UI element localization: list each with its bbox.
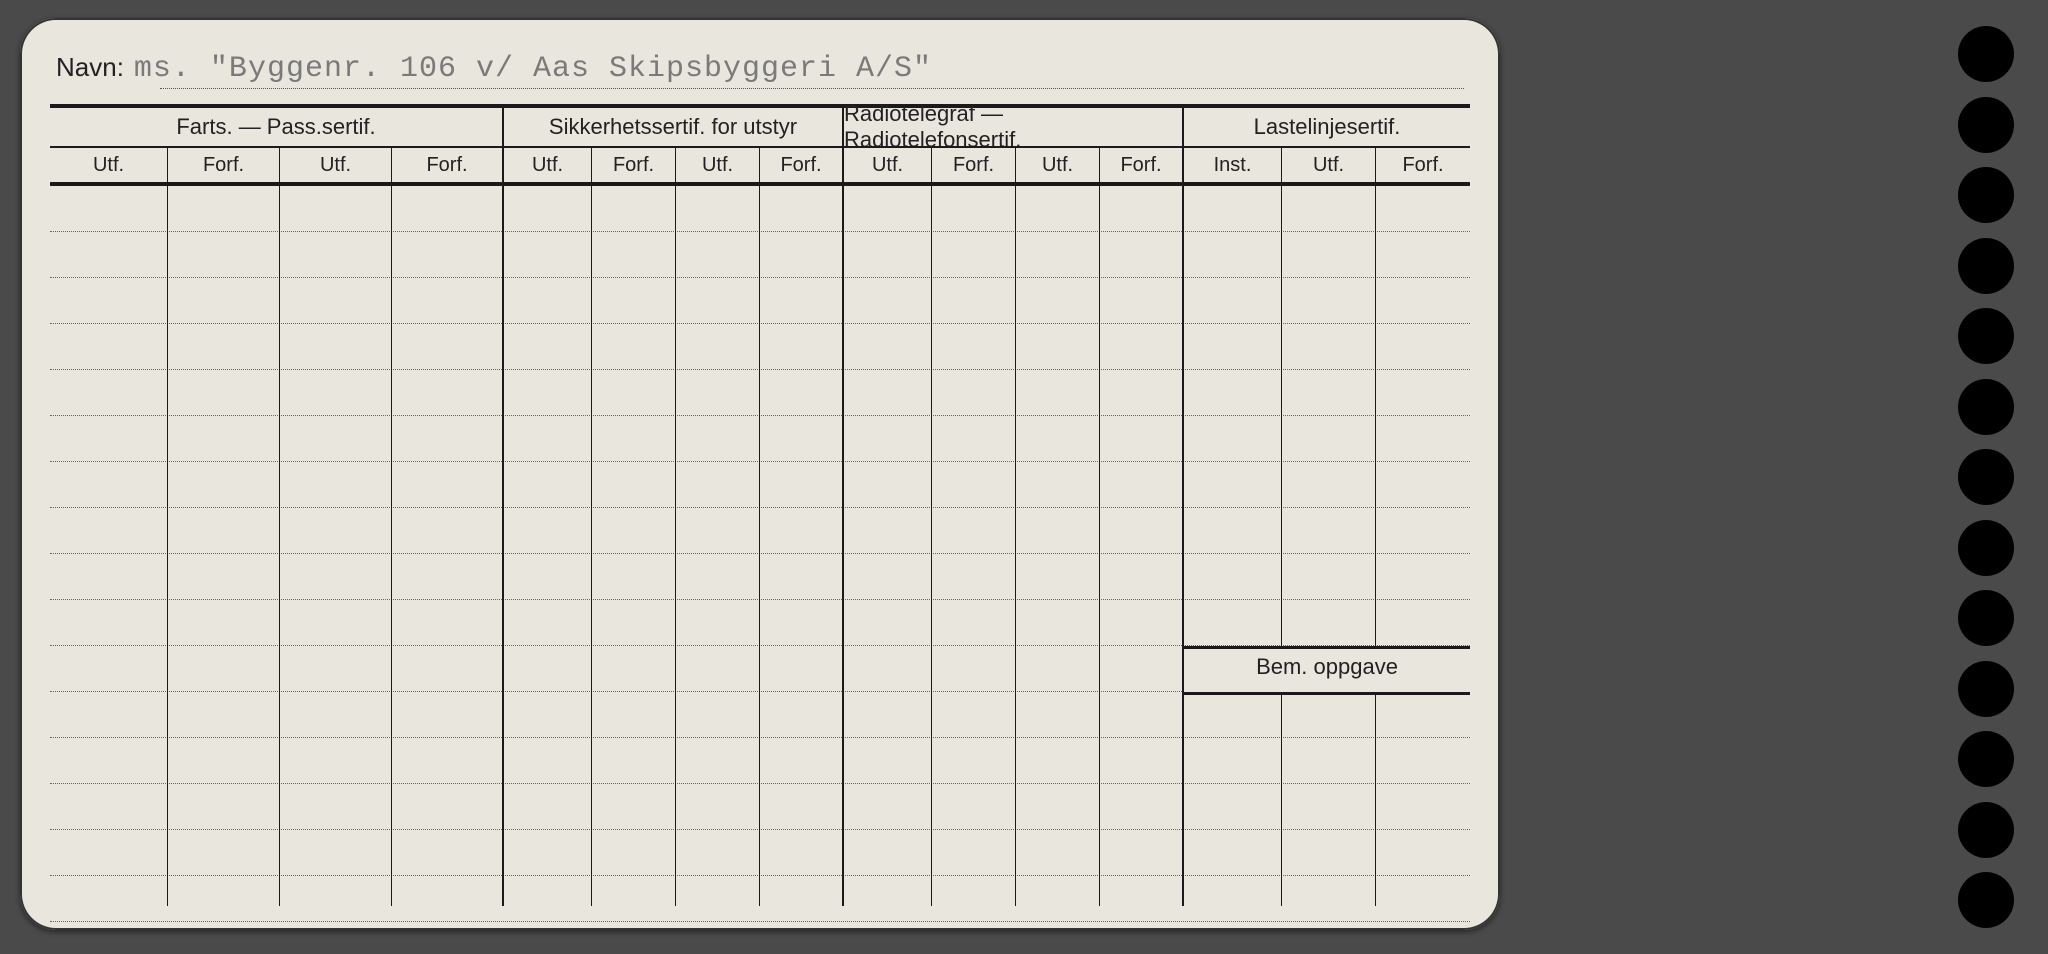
- bem-rule-top: [1184, 646, 1470, 649]
- table-row: [50, 370, 1470, 416]
- group-header: Farts. — Pass.sertif.: [50, 108, 504, 146]
- sub-header: Utf.: [280, 148, 392, 182]
- navn-row: Navn: ms. "Byggenr. 106 v/ Aas Skipsbygg…: [56, 52, 1464, 96]
- sub-header: Inst.: [1184, 148, 1282, 182]
- index-card: Navn: ms. "Byggenr. 106 v/ Aas Skipsbygg…: [20, 18, 1500, 930]
- table-row: [50, 324, 1470, 370]
- sub-header: Forf.: [932, 148, 1016, 182]
- punch-hole: [1958, 520, 2014, 576]
- sub-header: Utf.: [1016, 148, 1100, 182]
- table-row: [50, 416, 1470, 462]
- punch-hole: [1958, 590, 2014, 646]
- table-row: [50, 876, 1470, 922]
- sub-header: Forf.: [168, 148, 280, 182]
- bem-oppgave-box: Bem. oppgave: [1184, 646, 1470, 688]
- table-row: [50, 232, 1470, 278]
- table-row: [50, 462, 1470, 508]
- table-row: [50, 508, 1470, 554]
- sub-header: Utf.: [1282, 148, 1376, 182]
- punch-hole: [1958, 238, 2014, 294]
- table-row: [50, 600, 1470, 646]
- punch-hole: [1958, 661, 2014, 717]
- sub-header-row: Utf.Forf.Utf.Forf.Utf.Forf.Utf.Forf.Utf.…: [50, 148, 1470, 182]
- sub-header: Utf.: [50, 148, 168, 182]
- punch-hole: [1958, 731, 2014, 787]
- table-row: [50, 784, 1470, 830]
- table-row: [50, 278, 1470, 324]
- sub-header: Forf.: [1376, 148, 1470, 182]
- table-row: [50, 692, 1470, 738]
- navn-label: Navn:: [56, 52, 124, 83]
- punch-hole: [1958, 97, 2014, 153]
- navn-value: ms. "Byggenr. 106 v/ Aas Skipsbyggeri A/…: [134, 52, 932, 86]
- punch-hole: [1958, 308, 2014, 364]
- punch-hole: [1958, 872, 2014, 928]
- bem-label: Bem. oppgave: [1184, 646, 1470, 688]
- table-row: [50, 738, 1470, 784]
- sub-header: Utf.: [676, 148, 760, 182]
- dotted-rows: [50, 186, 1470, 906]
- navn-underline: [160, 88, 1464, 89]
- punch-hole: [1958, 26, 2014, 82]
- table-row: [50, 554, 1470, 600]
- sub-header: Utf.: [844, 148, 932, 182]
- table-row: [50, 186, 1470, 232]
- group-header-row: Farts. — Pass.sertif.Sikkerhetssertif. f…: [50, 108, 1470, 146]
- punch-holes: [1958, 26, 2014, 928]
- sub-header: Forf.: [760, 148, 844, 182]
- table-row: [50, 830, 1470, 876]
- group-header: Sikkerhetssertif. for utstyr: [504, 108, 844, 146]
- sub-header: Forf.: [392, 148, 504, 182]
- scan-page: Navn: ms. "Byggenr. 106 v/ Aas Skipsbygg…: [0, 0, 2048, 954]
- punch-hole: [1958, 167, 2014, 223]
- group-header: Lastelinjesertif.: [1184, 108, 1470, 146]
- group-header: Radiotelegraf — Radiotelefonsertif.: [844, 108, 1184, 146]
- sub-header: Forf.: [592, 148, 676, 182]
- punch-hole: [1958, 802, 2014, 858]
- punch-hole: [1958, 379, 2014, 435]
- bem-rule-bottom: [1184, 692, 1470, 695]
- sub-header: Utf.: [504, 148, 592, 182]
- punch-hole: [1958, 449, 2014, 505]
- sub-header: Forf.: [1100, 148, 1184, 182]
- table-body: Bem. oppgave: [50, 186, 1470, 906]
